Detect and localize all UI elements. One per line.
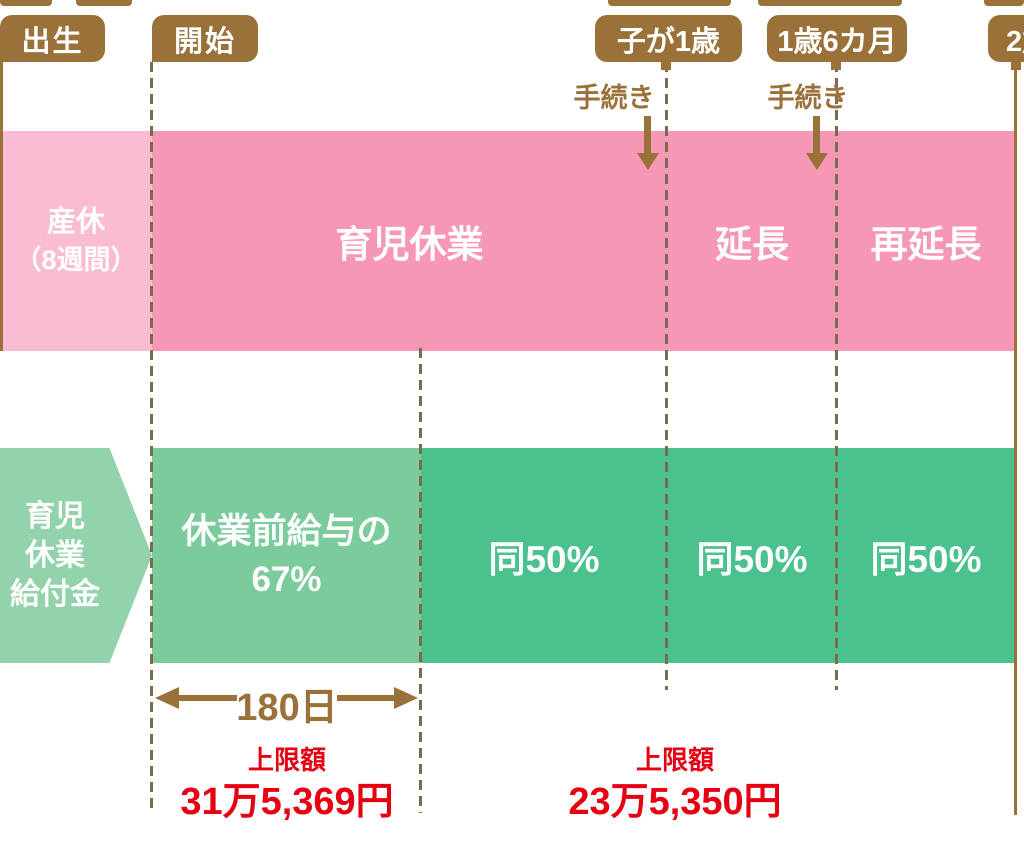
cropped-top-bar [758,0,902,6]
timeline-birth-line [0,58,3,351]
milestone-label-start: 開始 [152,15,258,62]
benefit-label-line3: 給付金 [10,578,100,611]
cap1-amount: 31万5,369円 [180,781,394,823]
benefit-rate-50-label-3: 同50% [870,538,982,580]
procedure-down-arrow-icon [637,153,659,170]
maternity-leave-label-line2: （8週間） [14,245,138,276]
procedure-label-2: 手続き [767,83,849,113]
benefit-rate-50-label-1: 同50% [488,538,600,580]
benefit-rate-67-line1: 休業前給与の [181,512,392,552]
milestone-tail [1011,56,1021,70]
procedure-arrow-shaft [644,116,651,154]
benefit-chevron-label: 育児 休業 給付金 [0,448,152,663]
duration-arrow-right-icon [394,687,418,709]
cropped-top-bar [608,0,731,6]
procedure-arrow-shaft [813,116,820,154]
milestone-label-age2: 2歳 [988,15,1024,62]
re-extension-label: 再延長 [870,224,982,265]
timeline-start-line [150,62,153,813]
timeline-180day-line [419,348,422,813]
cropped-top-bar [984,0,1024,6]
cropped-top-bar [76,0,132,6]
milestone-label-birth: 出生 [0,15,105,62]
benefit-rate-50-block [421,448,1015,663]
duration-arrow-left-icon [155,687,179,709]
benefit-label-line1: 育児 [25,500,85,533]
procedure-label-1: 手続き [573,83,655,113]
benefit-rate-67-block: 休業前給与の 67% [152,448,421,663]
cap2-title: 上限額 [635,745,714,775]
duration-arrow-shaft [337,695,399,701]
milestone-tail [831,56,841,70]
procedure-down-arrow-icon [806,153,828,170]
maternity-leave-block: 産休 （8週間） [0,131,152,351]
duration-label: 180日 [236,687,338,729]
extension-label: 延長 [715,224,789,265]
maternity-leave-label-line1: 産休 [46,206,105,239]
timeline-age1-6-line [835,62,838,690]
timeline-age2-line [1014,62,1017,815]
duration-arrow-shaft [172,695,237,701]
cap2-amount: 23万5,350円 [568,781,782,823]
milestone-tail [661,56,671,70]
timeline-age1-line [665,62,668,690]
milestone-label-age1-6: 1歳6カ月 [767,15,907,62]
childcare-leave-block [152,131,1015,351]
benefit-label-line2: 休業 [25,539,85,572]
milestone-label-age1: 子が1歳 [595,15,742,62]
cropped-top-bar [0,0,52,6]
benefit-rate-67-line2: 67% [251,559,322,599]
childcare-leave-label: 育児休業 [335,224,484,265]
benefit-rate-50-label-2: 同50% [696,538,808,580]
cap1-title: 上限額 [247,745,326,775]
